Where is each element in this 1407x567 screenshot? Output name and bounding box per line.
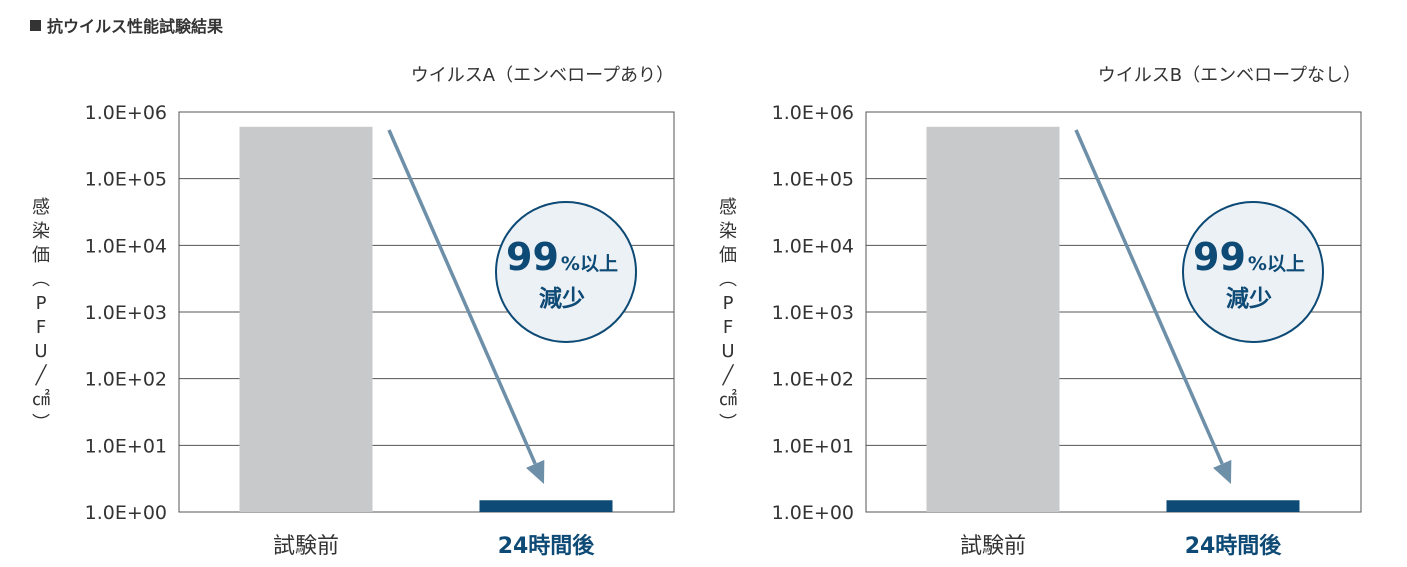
arrow-head-icon xyxy=(1213,459,1232,484)
bar-after xyxy=(479,500,613,512)
y-tick-label: 1.0E+00 xyxy=(772,502,854,524)
bar-after xyxy=(1166,500,1300,512)
arrow-head-icon xyxy=(526,459,545,484)
reduction-text: 減少 xyxy=(539,286,585,312)
reduction-arrow xyxy=(1074,129,1224,465)
chart-virus-b: 1.0E+00 1.0E+01 1.0E+02 1.0E+03 1.0E+04 1.0E+… xyxy=(719,65,1362,559)
category-label: 試験前 xyxy=(273,534,339,559)
chart-title: ウイルスB（エンベロープなし） xyxy=(1098,65,1361,86)
y-tick-label: 1.0E+06 xyxy=(772,102,854,124)
y-tick-label: 1.0E+02 xyxy=(85,369,167,391)
reduction-text: 減少 xyxy=(1226,286,1272,312)
reduction-badge xyxy=(1182,201,1324,343)
y-tick-label: 1.0E+03 xyxy=(85,302,167,324)
y-axis-label: 感染価︵ P F U ╱ ㎠ ︶ xyxy=(32,197,50,434)
reduction-unit: %以上 xyxy=(561,253,618,275)
bar-before xyxy=(926,126,1060,512)
chart-virus-a: 1.0E+00 1.0E+01 1.0E+02 1.0E+03 1.0E+04 1.0E+… xyxy=(32,65,675,559)
heading-text: 抗ウイルス性能試験結果 xyxy=(47,17,224,36)
category-label: 24時間後 xyxy=(498,533,596,559)
y-tick-label: 1.0E+05 xyxy=(772,169,854,191)
y-tick-label: 1.0E+06 xyxy=(85,102,167,124)
bar-before xyxy=(239,126,373,512)
reduction-percent: 99 %以上 xyxy=(1193,235,1305,279)
y-axis-label: 感染価︵ P F U ╱ ㎠ ︶ xyxy=(719,197,737,434)
section-heading: 抗ウイルス性能試験結果 xyxy=(30,13,223,37)
y-tick-label: 1.0E+04 xyxy=(772,235,854,257)
plot-frame xyxy=(865,111,1362,513)
category-label: 試験前 xyxy=(960,534,1026,559)
y-tick-label: 1.0E+01 xyxy=(85,435,167,457)
y-tick-label: 1.0E+02 xyxy=(772,369,854,391)
reduction-arrow xyxy=(387,129,537,465)
y-tick-label: 1.0E+05 xyxy=(85,169,167,191)
plot-frame xyxy=(178,111,675,513)
y-tick-label: 1.0E+01 xyxy=(772,435,854,457)
y-tick-label: 1.0E+04 xyxy=(85,235,167,257)
y-tick-label: 1.0E+00 xyxy=(85,502,167,524)
y-tick-label: 1.0E+03 xyxy=(772,302,854,324)
reduction-number: 99 xyxy=(1193,235,1246,279)
chart-title: ウイルスA（エンベロープあり） xyxy=(411,65,674,86)
reduction-number: 99 xyxy=(506,235,559,279)
reduction-percent: 99 %以上 xyxy=(506,235,618,279)
reduction-unit: %以上 xyxy=(1248,253,1305,275)
reduction-badge xyxy=(495,201,637,343)
square-bullet-icon xyxy=(30,20,41,31)
category-label: 24時間後 xyxy=(1185,533,1283,559)
